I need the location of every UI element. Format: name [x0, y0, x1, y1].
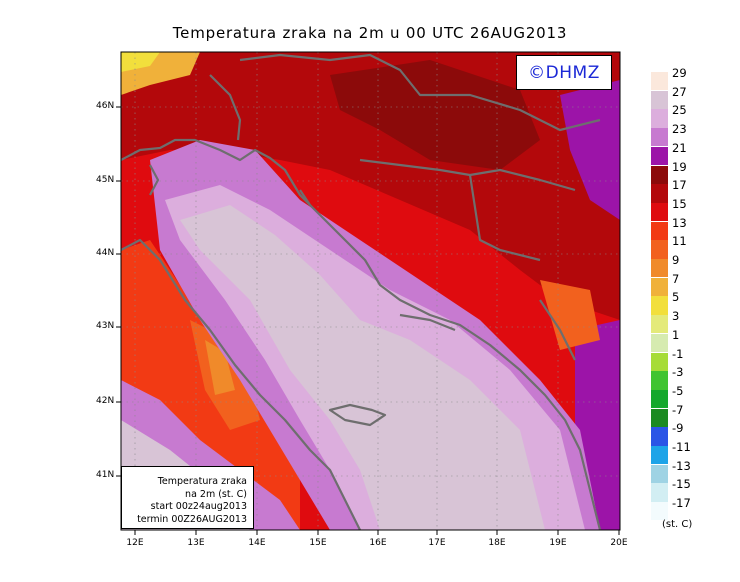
lat-tick-label: 45N	[96, 175, 115, 185]
info-line: na 2m (st. C)	[185, 488, 247, 500]
legend-label: 3	[672, 309, 680, 324]
lon-tick-label: 18E	[488, 538, 506, 548]
balkan-warm	[540, 280, 600, 350]
legend-label: -1	[672, 346, 684, 361]
lon-tick-label: 17E	[428, 538, 446, 548]
legend-color-box	[651, 315, 668, 334]
legend-color-box	[651, 165, 668, 184]
legend-label: 21	[672, 140, 687, 155]
legend-label: 29	[672, 66, 687, 80]
legend-label: 23	[672, 122, 687, 137]
info-line: start 00z24aug2013	[150, 501, 247, 512]
legend-label: 25	[672, 103, 687, 118]
legend-color-box	[651, 446, 668, 465]
info-line: Temperatura zraka	[157, 476, 247, 487]
lat-tick-label: 44N	[96, 248, 115, 258]
legend-label: 27	[672, 84, 687, 99]
lat-tick-label: 42N	[96, 396, 115, 406]
legend-color-box	[651, 502, 668, 521]
legend-color-box	[651, 90, 668, 110]
apennine-core	[205, 340, 235, 395]
legend-label: 1	[672, 327, 680, 342]
legend-label: -9	[672, 421, 684, 436]
legend-color-box	[651, 146, 668, 166]
legend-color-box	[651, 408, 668, 427]
lon-tick-label: 12E	[126, 538, 144, 548]
legend-label: 5	[672, 290, 680, 305]
legend-color-box	[651, 72, 668, 91]
legend-color-box	[651, 371, 668, 390]
legend-label: 17	[672, 178, 687, 193]
northeast-purple	[560, 80, 620, 220]
legend-label: 11	[672, 234, 687, 249]
legend-color-box	[651, 128, 668, 147]
legend-label: -11	[672, 440, 691, 454]
legend-label: 15	[672, 196, 687, 211]
legend-label: -7	[672, 402, 684, 417]
lon-tick-label: 20E	[610, 538, 628, 548]
color-legend	[651, 72, 669, 521]
legend-label: 19	[672, 159, 687, 174]
alpine-dark-region	[330, 60, 540, 170]
legend-color-box	[651, 296, 668, 315]
alps-cold-peak	[121, 52, 160, 72]
legend-color-box	[651, 202, 668, 222]
lat-tick-label: 43N	[96, 321, 115, 331]
info-line: termin 00Z26AUG2013	[137, 513, 247, 525]
lon-tick-label: 13E	[187, 538, 205, 548]
info-box: Temperatura zraka na 2m (st. C) start 00…	[121, 466, 254, 529]
lon-tick-label: 15E	[309, 538, 327, 548]
legend-label: 7	[672, 271, 680, 286]
legend-color-box	[651, 240, 668, 259]
legend-color-box	[651, 427, 668, 446]
map-frame	[120, 51, 621, 531]
lat-tick-label: 41N	[96, 470, 115, 480]
legend-label: 9	[672, 253, 680, 267]
legend-label: -3	[672, 365, 684, 380]
lon-tick-label: 19E	[549, 538, 567, 548]
lon-tick-label: 14E	[248, 538, 266, 548]
legend-color-box	[651, 259, 668, 278]
legend-label: -15	[672, 477, 691, 492]
legend-color-box	[651, 277, 668, 297]
legend-label: -17	[672, 496, 691, 511]
adriatic-sea-center	[180, 205, 545, 530]
lon-tick-marks	[134, 530, 620, 535]
legend-color-box	[651, 333, 668, 353]
lat-tick-label: 46N	[96, 101, 115, 111]
coastlines	[121, 53, 602, 530]
legend-units: (st. C)	[662, 519, 693, 530]
legend-color-box	[651, 483, 668, 502]
lat-tick-marks	[116, 106, 121, 477]
legend-color-box	[651, 352, 668, 371]
legend-color-box	[651, 109, 668, 128]
legend-label: -5	[672, 383, 684, 398]
legend-label: -13	[672, 458, 691, 473]
legend-color-box	[651, 184, 668, 203]
map-title: Temperatura zraka na 2m u 00 UTC 26AUG20…	[172, 24, 568, 42]
legend-color-box	[651, 389, 668, 409]
legend-label: 13	[672, 215, 687, 230]
legend-color-box	[651, 221, 668, 240]
dhmz-logo: ©DHMZ	[516, 55, 612, 90]
legend-color-box	[651, 464, 668, 484]
lon-tick-label: 16E	[369, 538, 387, 548]
